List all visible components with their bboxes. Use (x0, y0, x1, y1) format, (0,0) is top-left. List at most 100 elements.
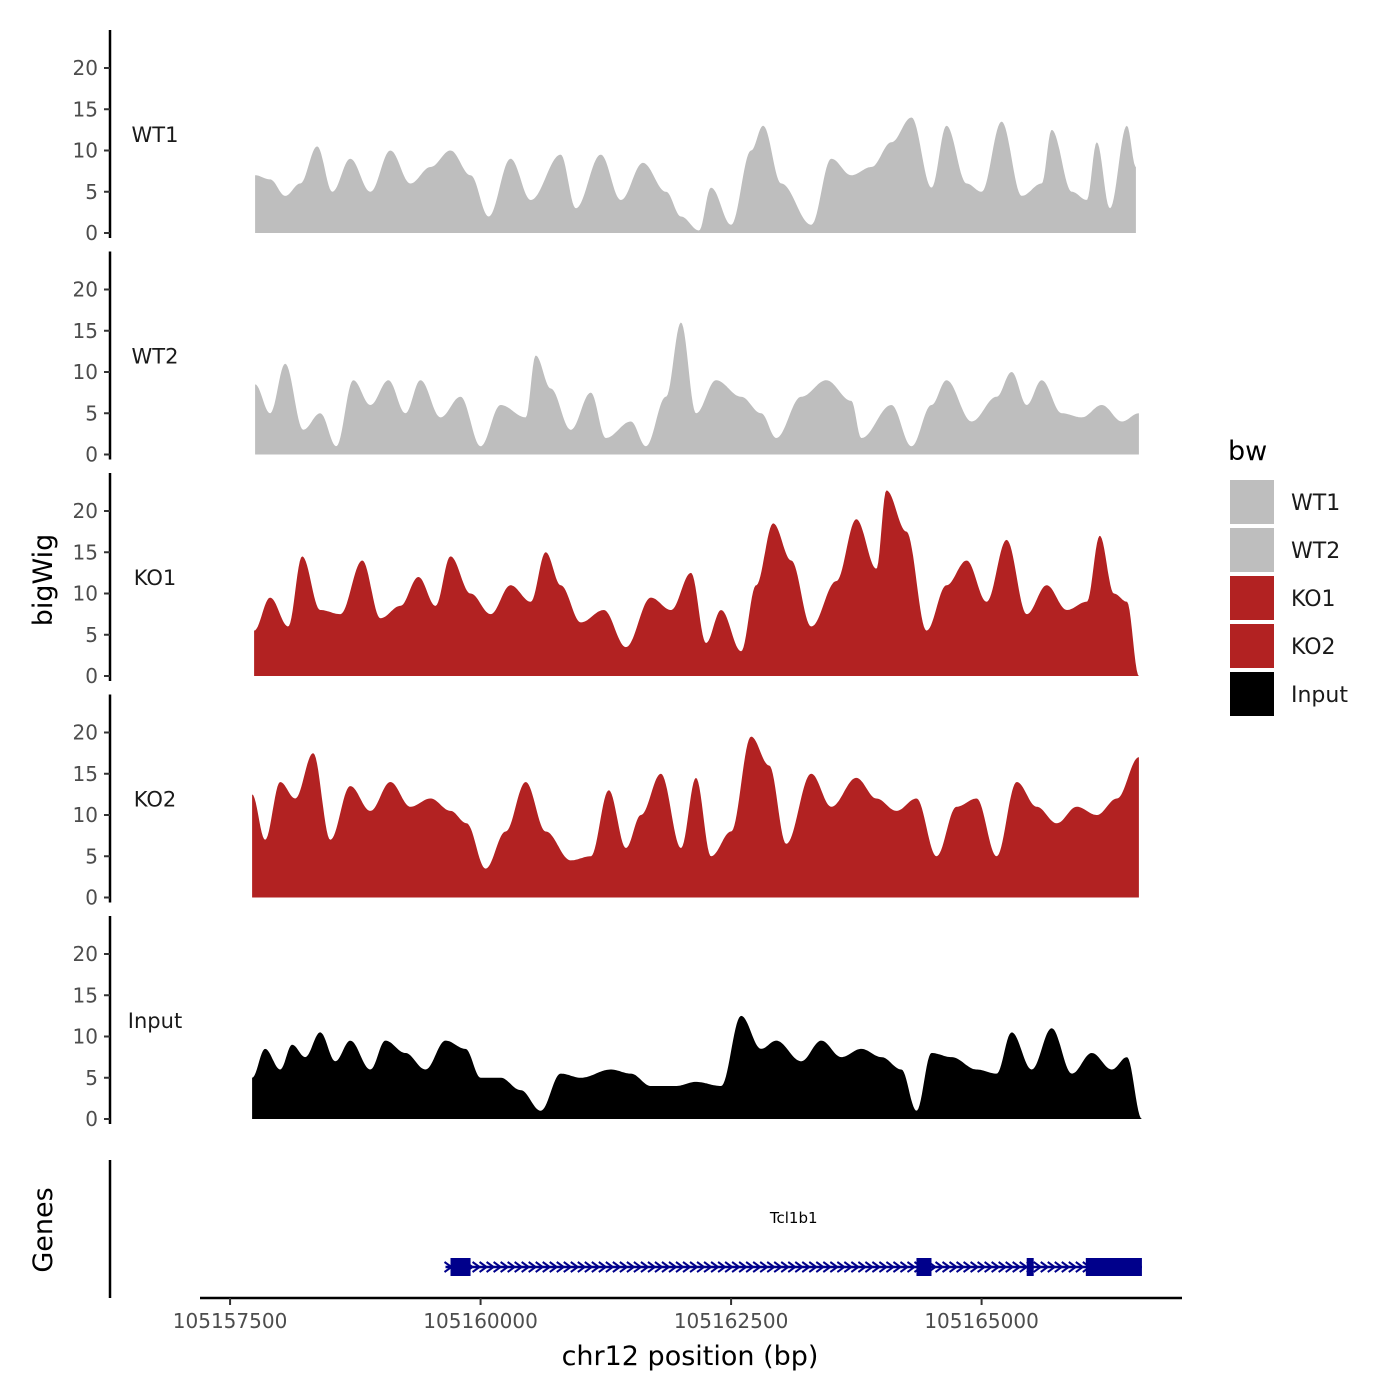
strand-arrow (836, 1261, 847, 1273)
y-tick-label: 10 (73, 1025, 98, 1049)
strand-arrow (1019, 1261, 1029, 1273)
y-tick-label: 0 (85, 1107, 98, 1131)
strand-arrow (948, 1261, 959, 1273)
strand-arrow (934, 1261, 945, 1273)
y-tick-label: 0 (85, 886, 98, 910)
strand-arrow (1005, 1261, 1015, 1273)
track-panel-wt1: 0 5 10 15 20 WT1 (73, 30, 1136, 245)
y-tick-label: 20 (73, 499, 98, 523)
strand-arrow (731, 1261, 741, 1273)
legend-swatch (1230, 624, 1274, 668)
y-tick-label: 5 (85, 844, 98, 868)
y-tick-label: 20 (73, 942, 98, 966)
y-tick-label: 5 (85, 623, 98, 647)
strand-arrow (773, 1261, 783, 1273)
strand-arrow (801, 1261, 811, 1273)
strand-arrow (486, 1261, 496, 1273)
strand-arrow (1068, 1261, 1078, 1273)
strand-arrow (507, 1261, 517, 1273)
strand-arrow (514, 1261, 524, 1273)
track-label: KO2 (134, 788, 177, 812)
legend-swatch (1230, 672, 1274, 716)
x-tick-label: 105160000 (423, 1309, 538, 1333)
legend-label: WT2 (1291, 539, 1340, 564)
strand-arrow (1054, 1261, 1064, 1273)
y-tick-label: 5 (85, 401, 98, 425)
strand-arrow (941, 1261, 952, 1273)
strand-arrow (500, 1261, 510, 1273)
track-label: Input (128, 1009, 182, 1033)
legend-swatch (1230, 576, 1274, 620)
strand-arrow (591, 1261, 601, 1273)
area-input (252, 1015, 1142, 1119)
strand-arrow (1047, 1261, 1057, 1273)
strand-arrow (647, 1261, 657, 1273)
strand-arrow (626, 1261, 636, 1273)
strand-arrow (640, 1261, 650, 1273)
strand-arrow (478, 1261, 489, 1273)
x-axis-title: chr12 position (bp) (562, 1341, 819, 1372)
strand-arrow (675, 1261, 685, 1273)
track-label: KO1 (134, 566, 177, 590)
y-tick-label: 10 (73, 582, 98, 606)
area-ko1 (254, 490, 1139, 676)
strand-arrow (850, 1261, 861, 1273)
x-tick-label: 105157500 (173, 1309, 288, 1333)
y-tick-label: 20 (73, 721, 98, 745)
x-tick-label: 105162500 (674, 1309, 789, 1333)
strand-arrow (577, 1261, 587, 1273)
y-tick-label: 15 (73, 319, 98, 343)
gene-track: Tcl1b1 (108, 1160, 1142, 1298)
legend: bw WT1 WT2 KO1 KO2 Input (1228, 436, 1348, 716)
y-tick-label: 0 (85, 443, 98, 467)
strand-arrow (808, 1261, 818, 1273)
strand-arrow (794, 1261, 804, 1273)
strand-arrow (1061, 1261, 1071, 1273)
strand-arrow (745, 1261, 755, 1273)
strand-arrow (759, 1261, 769, 1273)
y-tick-label: 15 (73, 983, 98, 1007)
strand-arrow (654, 1261, 664, 1273)
strand-arrow (598, 1261, 608, 1273)
strand-arrow (1012, 1261, 1022, 1273)
track-panel-wt2: 0 5 10 15 20 WT2 (73, 251, 1139, 467)
strand-arrow (822, 1261, 832, 1273)
area-wt1 (255, 117, 1136, 233)
y-tick-label: 10 (73, 139, 98, 163)
strand-arrow (563, 1261, 573, 1273)
gene-exon (916, 1258, 932, 1276)
gene-exon (450, 1258, 471, 1276)
strand-arrow (1075, 1261, 1085, 1273)
y-tick-label: 15 (73, 97, 98, 121)
strand-arrow (661, 1261, 671, 1273)
strand-arrow (815, 1261, 825, 1273)
strand-arrow (668, 1261, 678, 1273)
strand-arrow (899, 1261, 910, 1273)
y-tick-label: 10 (73, 803, 98, 827)
gene-exon (1085, 1258, 1142, 1276)
strand-arrow (612, 1261, 622, 1273)
strand-arrow (780, 1261, 790, 1273)
x-tick-label: 105165000 (924, 1309, 1039, 1333)
strand-arrow (1040, 1261, 1050, 1273)
legend-label: KO1 (1291, 587, 1336, 612)
y-tick-label: 0 (85, 664, 98, 688)
strand-arrow (892, 1261, 903, 1273)
strand-arrow (703, 1261, 713, 1273)
legend-label: Input (1291, 683, 1348, 708)
gene-label: Tcl1b1 (769, 1209, 818, 1227)
strand-arrow (857, 1261, 868, 1273)
strand-arrow (766, 1261, 776, 1273)
legend-label: KO2 (1291, 635, 1336, 660)
genes-axis-title: Genes (28, 1187, 59, 1272)
legend-label: WT1 (1291, 491, 1340, 516)
strand-arrow (696, 1261, 706, 1273)
tracks-layer: 0 5 10 15 20 WT1 0 5 10 15 20 WT2 0 5 10 15 20 KO1 0 5 10 15 2… (73, 30, 1142, 1131)
strand-arrow (570, 1261, 580, 1273)
strand-arrow (521, 1261, 531, 1273)
strand-arrow (906, 1261, 917, 1273)
strand-arrow (619, 1261, 629, 1273)
strand-arrow (829, 1261, 840, 1273)
y-tick-label: 15 (73, 762, 98, 786)
